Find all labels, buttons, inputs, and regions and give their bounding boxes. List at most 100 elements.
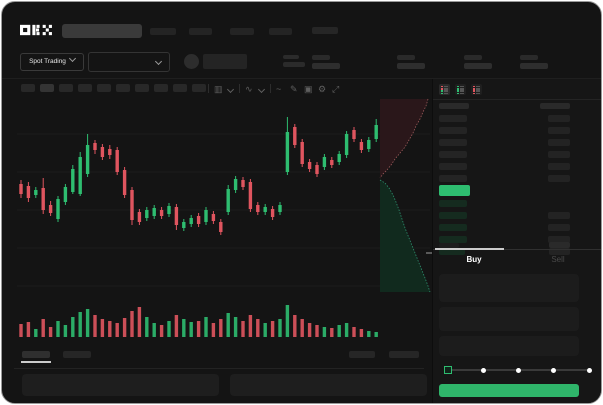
ask-amount-placeholder (548, 151, 570, 158)
timeframe-button[interactable] (97, 84, 111, 92)
candle-body (41, 188, 45, 210)
candle-body (248, 182, 253, 209)
candle-body (137, 212, 142, 222)
orders-action-placeholder[interactable] (349, 351, 375, 358)
bid-price-placeholder[interactable] (439, 236, 467, 243)
slider-stop[interactable] (551, 367, 557, 373)
screenshot-icon[interactable]: ▣ (304, 84, 313, 94)
volume-bar (285, 305, 290, 337)
chart-type-icon[interactable]: ▥ (214, 84, 223, 94)
volume-bar (344, 323, 349, 337)
candle-body (344, 134, 349, 155)
volume-bar (152, 323, 156, 337)
slider-handle[interactable] (444, 366, 452, 374)
timeframe-button[interactable] (59, 84, 73, 92)
draw-icon[interactable]: ✎ (290, 84, 298, 94)
ask-price-placeholder[interactable] (439, 139, 467, 146)
pair-selector-dropdown[interactable] (88, 52, 170, 72)
book-view-asks[interactable] (471, 84, 482, 95)
book-col-price-placeholder (439, 103, 469, 109)
volume-bar (71, 317, 75, 337)
volume-bar (263, 323, 267, 337)
book-toggle-dot (441, 88, 443, 90)
candle-body (196, 216, 201, 224)
slider-stop[interactable] (516, 367, 521, 373)
stat-label-placeholder (464, 55, 482, 60)
slider-stop[interactable] (586, 367, 592, 373)
candle-body (352, 130, 356, 139)
candle-body (233, 179, 238, 190)
line-tool-icon[interactable]: ~ (276, 84, 282, 94)
depth-asks-curve (379, 98, 429, 179)
timeframe-button[interactable] (192, 84, 206, 92)
timeframe-button[interactable] (135, 84, 149, 92)
price-chart (17, 98, 432, 337)
volume-bar (196, 321, 201, 337)
bid-price-placeholder[interactable] (439, 212, 467, 219)
ask-price-placeholder[interactable] (439, 115, 467, 122)
tab-buy[interactable]: Buy (466, 255, 482, 264)
timeframe-button[interactable] (78, 84, 92, 92)
stat-label-placeholder (312, 55, 330, 60)
timeframe-button[interactable] (116, 84, 130, 92)
search-input[interactable] (62, 24, 142, 38)
book-toggle-dot (473, 86, 475, 88)
market-type-dropdown[interactable]: Spot Trading (20, 53, 84, 71)
book-view-both[interactable] (439, 84, 450, 95)
trade-input-placeholder[interactable] (439, 274, 579, 302)
candle-body (78, 157, 82, 194)
ask-amount-placeholder (548, 115, 570, 122)
fullscreen-icon[interactable]: ⤢ (332, 84, 340, 94)
book-toggle-line (444, 86, 448, 88)
trade-input-placeholder[interactable] (439, 307, 579, 331)
volume-bar (26, 322, 31, 337)
bid-price-placeholder[interactable] (439, 200, 467, 207)
book-view-bids[interactable] (455, 84, 466, 95)
stat-value-placeholder (464, 63, 492, 69)
trade-input-placeholder[interactable] (439, 336, 579, 356)
last-price-marker (426, 252, 432, 254)
volume-bar (352, 327, 356, 337)
candle-body (145, 210, 149, 218)
ask-price-placeholder[interactable] (439, 151, 467, 158)
settings-icon[interactable]: ⚙ (318, 84, 327, 94)
tab-sell[interactable]: Sell (551, 255, 565, 264)
bid-price-placeholder[interactable] (439, 248, 465, 255)
okx-logo (20, 24, 52, 36)
candle-body (204, 210, 208, 222)
volume-bar (122, 318, 127, 337)
ask-price-placeholder[interactable] (439, 163, 467, 170)
volume-bar (241, 321, 245, 337)
nav-item-placeholder[interactable] (150, 28, 176, 35)
nav-item-placeholder[interactable] (230, 28, 254, 35)
bid-amount-placeholder (548, 224, 570, 231)
indicators-icon[interactable]: ∿ (245, 84, 253, 94)
buy-submit-button[interactable] (439, 384, 579, 397)
timeframe-button[interactable] (173, 84, 187, 92)
timeframe-button[interactable] (21, 84, 35, 92)
ask-price-placeholder[interactable] (439, 175, 467, 182)
bid-price-placeholder[interactable] (439, 224, 467, 231)
slider-stop[interactable] (480, 367, 486, 373)
volume-bar (159, 325, 164, 337)
timeframe-button[interactable] (154, 84, 168, 92)
volume-bar (330, 328, 334, 337)
book-toggle-dot (457, 90, 459, 92)
book-toggle-line (476, 88, 480, 90)
candle-body (359, 142, 364, 150)
orders-tab[interactable] (22, 351, 50, 358)
header-divider (2, 78, 601, 79)
ask-price-placeholder[interactable] (439, 127, 467, 134)
volume-bar (226, 313, 230, 337)
orders-action-placeholder[interactable] (389, 351, 419, 358)
candle-body (330, 160, 334, 165)
bid-amount-placeholder (548, 212, 570, 219)
timeframe-button[interactable] (40, 84, 54, 92)
nav-item-placeholder[interactable] (189, 28, 212, 35)
stat-value-placeholder (397, 63, 425, 69)
nav-item-placeholder[interactable] (269, 28, 292, 35)
volume-bar (108, 321, 112, 337)
header-link-placeholder[interactable] (312, 27, 338, 34)
candle-body (174, 207, 179, 225)
orders-tab[interactable] (63, 351, 91, 358)
